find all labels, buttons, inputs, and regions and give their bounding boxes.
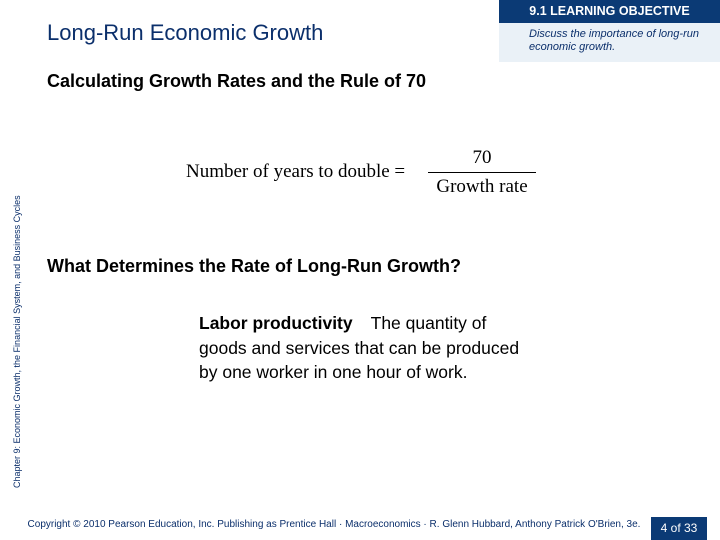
definition-text: The quantity of goods and services that …: [199, 313, 520, 382]
formula-denominator: Growth rate: [436, 176, 528, 197]
learning-objective-text: Discuss the importance of long-run econo…: [529, 28, 699, 53]
chapter-side-label: Chapter 9: Economic Growth, the Financia…: [12, 195, 22, 488]
section-heading-rule-of-70: Calculating Growth Rates and the Rule of…: [47, 71, 427, 91]
section-heading-growth-determinants: What Determines the Rate of Long-Run Gro…: [47, 256, 461, 276]
definition-term: Labor productivity: [199, 313, 353, 333]
formula-numerator: 70: [472, 147, 492, 168]
formula-lhs: Number of years to double =: [186, 161, 406, 182]
formula-fraction: 70 Growth rate: [428, 146, 536, 199]
slide-title: Long-Run Economic Growth: [47, 20, 324, 45]
page-number-badge: 4 of 33: [651, 517, 707, 540]
definition-block: Labor productivity The quantity of goods …: [199, 311, 529, 385]
fraction-bar: [428, 172, 536, 173]
learning-objective-heading: 9.1 LEARNING OBJECTIVE: [499, 0, 720, 23]
copyright-footer: Copyright © 2010 Pearson Education, Inc.…: [27, 519, 641, 530]
